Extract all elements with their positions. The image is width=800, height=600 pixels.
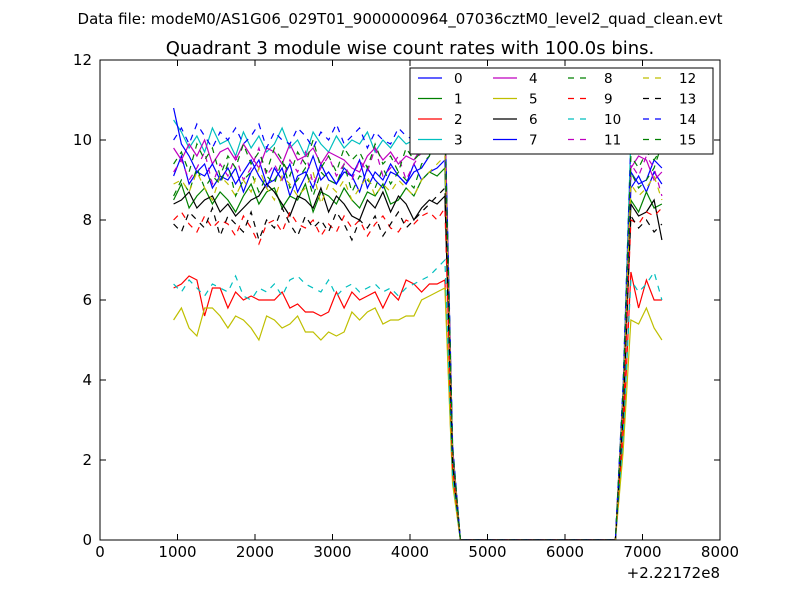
- x-tick-label: 1000: [158, 543, 196, 561]
- x-tick-label: 7000: [623, 543, 661, 561]
- legend-label-9: 9: [604, 92, 613, 108]
- legend-label-8: 8: [604, 71, 613, 87]
- legend-label-1: 1: [454, 92, 463, 108]
- series-line-2: [173, 271, 662, 540]
- series-line-5: [173, 287, 663, 540]
- y-tick-label: 8: [82, 211, 92, 229]
- legend-label-4: 4: [529, 71, 538, 87]
- x-tick-label: 6000: [546, 543, 584, 561]
- x-tick-label: 3000: [313, 543, 351, 561]
- legend-label-0: 0: [454, 71, 463, 87]
- y-tick-label: 2: [82, 451, 92, 469]
- series-line-6: [173, 183, 663, 540]
- legend-label-12: 12: [679, 71, 696, 87]
- x-offset-label: +2.22172e8: [627, 564, 720, 582]
- series-line-10: [173, 258, 663, 540]
- series-line-15: [173, 122, 663, 540]
- legend-label-7: 7: [529, 133, 538, 149]
- legend-label-5: 5: [529, 92, 538, 108]
- series-line-7: [173, 106, 663, 540]
- y-tick-label: 12: [73, 51, 92, 69]
- series-line-11: [173, 114, 663, 540]
- series-line-0: [173, 154, 663, 540]
- legend-label-3: 3: [454, 133, 463, 149]
- series-line-8: [173, 122, 663, 540]
- figure-suptitle: Data file: modeM0/AS1G06_029T01_90000009…: [78, 10, 723, 29]
- x-tick-label: 2000: [236, 543, 274, 561]
- x-axis: 0 1000 2000 3000 4000 5000 6000 7000 8000: [95, 60, 739, 561]
- x-tick-label: 5000: [468, 543, 506, 561]
- x-tick-label: 0: [95, 543, 105, 561]
- legend-label-14: 14: [679, 112, 696, 128]
- legend-label-2: 2: [454, 112, 463, 128]
- legend-label-10: 10: [604, 112, 621, 128]
- chart-title: Quadrant 3 module wise count rates with …: [166, 38, 655, 59]
- legend-label-15: 15: [679, 133, 696, 149]
- legend-frame: [409, 67, 714, 155]
- series-line-14: [173, 111, 663, 540]
- plot-area: 0 1000 2000 3000 4000 5000 6000 7000 8000 0 2 4 6 8 1…: [73, 51, 739, 582]
- series-line-13: [173, 186, 663, 540]
- series-line-4: [173, 138, 663, 540]
- y-tick-label: 4: [82, 371, 92, 389]
- legend-label-11: 11: [604, 133, 621, 149]
- legend-label-6: 6: [529, 112, 538, 128]
- legend-label-13: 13: [679, 92, 696, 108]
- x-tick-label: 4000: [391, 543, 429, 561]
- series-line-9: [173, 206, 663, 540]
- series-layer: [173, 106, 663, 540]
- y-tick-label: 6: [82, 291, 92, 309]
- y-tick-label: 0: [82, 531, 92, 549]
- series-line-12: [173, 154, 663, 540]
- x-tick-label: 8000: [701, 543, 739, 561]
- y-tick-label: 10: [73, 131, 92, 149]
